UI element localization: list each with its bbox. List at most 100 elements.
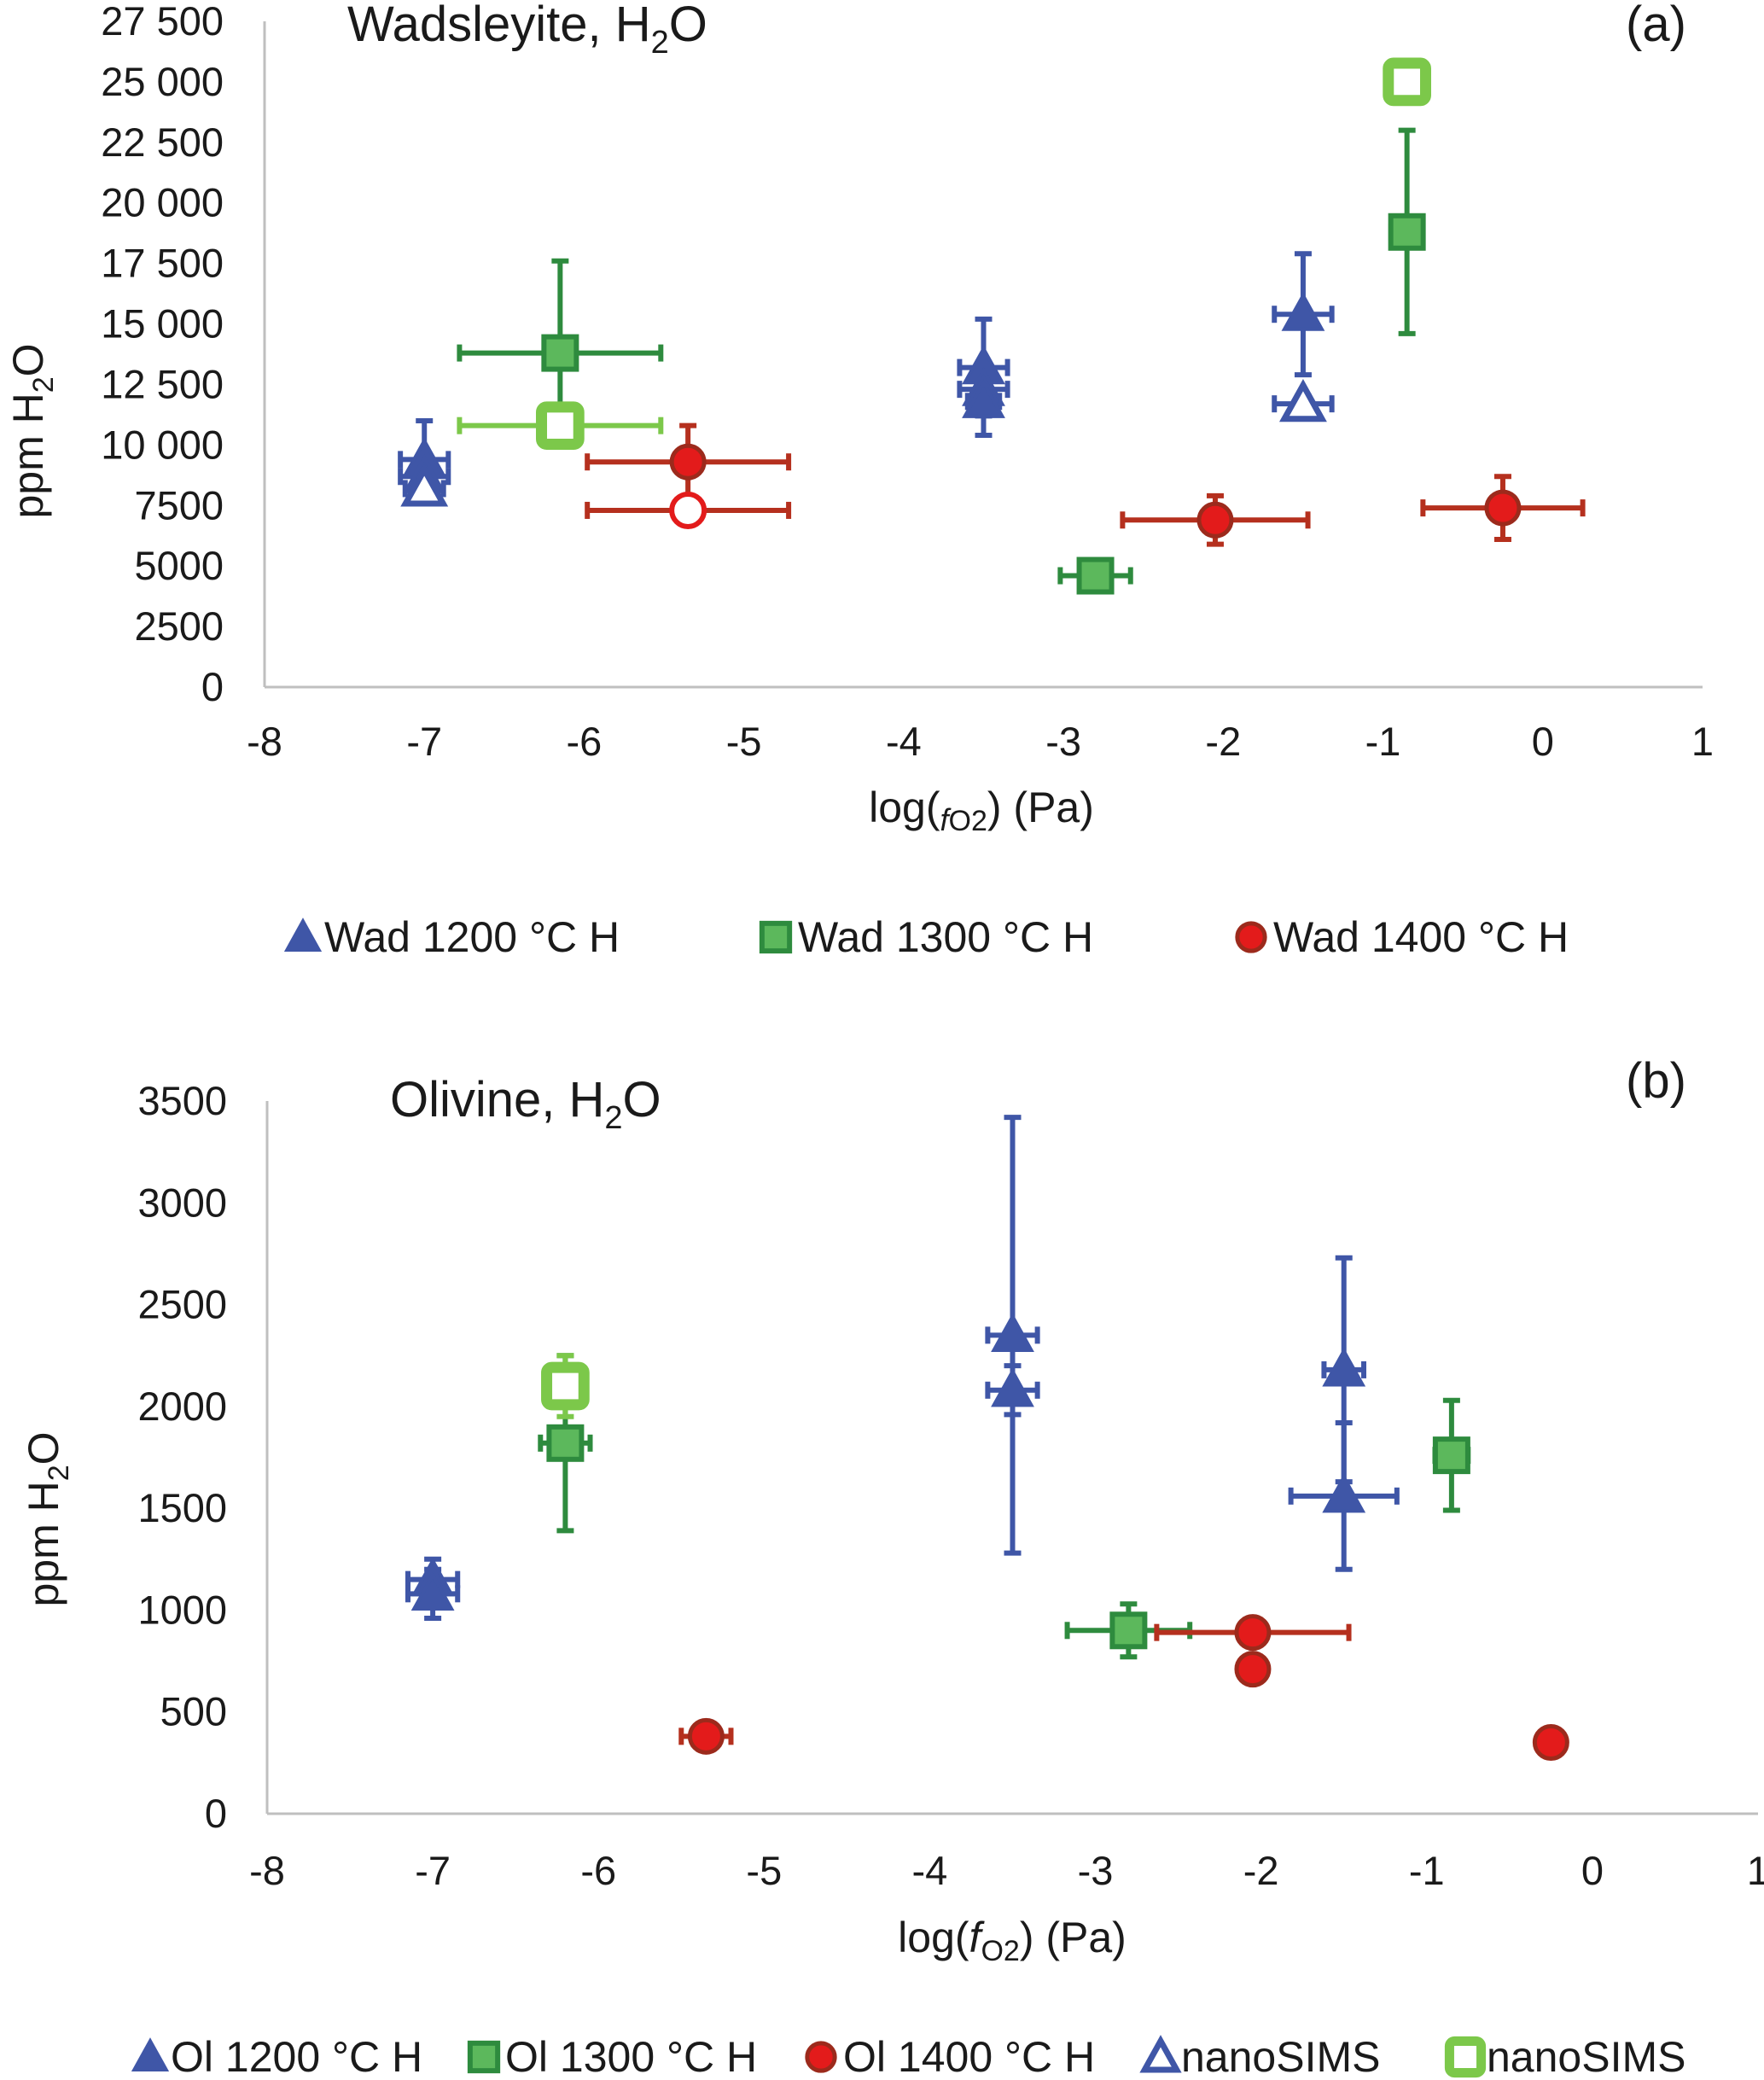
- panel-b: 0 500 1000 1500 2000 2500 3000 3500 -8 -7 -6 -5 -4 -…: [20, 1053, 1764, 2080]
- x-tick-label: -5: [726, 719, 762, 764]
- triangle-marker-shape: [131, 2037, 170, 2071]
- x-tick-label: 0: [1532, 719, 1554, 764]
- panel-a: 0 2500 5000 7500 10 000 12 500 15 000 17 500 20 …: [4, 0, 1714, 961]
- y-tick-label: 15 000: [101, 301, 224, 347]
- open-square-data-point: [1383, 57, 1431, 107]
- y-tick-label: 1500: [137, 1485, 227, 1530]
- y-tick-label: 3000: [137, 1180, 227, 1225]
- panel-b-y-ticks: 0 500 1000 1500 2000 2500 3000 3500: [137, 1078, 227, 1836]
- triangle-data-point: [991, 1367, 1034, 1407]
- panel-a-label: (a): [1626, 0, 1686, 52]
- x-tick-label: -7: [415, 1848, 451, 1893]
- triangle-marker-icon: [283, 918, 323, 952]
- open-square-data-point: [536, 401, 585, 451]
- open-square-marker-icon: [1444, 2036, 1487, 2078]
- panel-a-x-ticks: -8 -7 -6 -5 -4 -3 -2 -1 0 1: [247, 719, 1714, 764]
- circle-data-point: [1196, 501, 1234, 539]
- triangle-data-point: [991, 1313, 1034, 1352]
- triangle-data-point: [1322, 1473, 1366, 1513]
- y-tick-label: 0: [201, 664, 224, 709]
- y-tick-label: 5000: [134, 543, 224, 588]
- square-marker-shape: [759, 920, 793, 954]
- panel-a-legend: Wad 1200 °C H Wad 1300 °C H Wad 1400 °C …: [283, 913, 1569, 961]
- legend-a-item-1: Wad 1300 °C H: [759, 913, 1093, 961]
- y-tick-label: 1000: [137, 1587, 227, 1632]
- x-tick-label: -6: [580, 1848, 616, 1893]
- circle-marker-icon: [1235, 921, 1267, 953]
- legend-b-label-2: Ol 1400 °C H: [843, 2033, 1095, 2080]
- square-marker-shape: [467, 2040, 501, 2074]
- x-tick-label: -4: [886, 719, 922, 764]
- x-tick-label: -7: [406, 719, 442, 764]
- panel-b-y-axis-label: ppm H2O: [20, 1431, 75, 1606]
- panel-a-markers: [400, 57, 1522, 595]
- x-tick-label: 1: [1747, 1848, 1764, 1893]
- legend-a-label-2: Wad 1400 °C H: [1273, 913, 1569, 961]
- x-tick-label: -8: [247, 719, 282, 764]
- panel-a-y-ticks: 0 2500 5000 7500 10 000 12 500 15 000 17 500 20 …: [101, 0, 224, 709]
- triangle-marker-shape: [283, 918, 323, 952]
- legend-a-item-0: Wad 1200 °C H: [283, 913, 620, 961]
- x-tick-label: -8: [249, 1848, 285, 1893]
- y-tick-label: 7500: [134, 482, 224, 527]
- legend-b-label-1: Ol 1300 °C H: [505, 2033, 757, 2080]
- triangle-data-point: [1322, 1347, 1366, 1387]
- y-tick-label: 0: [205, 1791, 227, 1836]
- circle-data-point: [1532, 1724, 1569, 1761]
- circle-data-point: [1234, 1651, 1272, 1688]
- legend-a-label-1: Wad 1300 °C H: [798, 913, 1093, 961]
- legend-b-item-2: Ol 1400 °C H: [805, 2033, 1095, 2080]
- panel-b-label: (b): [1626, 1053, 1686, 1109]
- panel-a-grid-axes: [263, 21, 1703, 689]
- x-tick-label: -6: [567, 719, 603, 764]
- panel-b-markers: [410, 1313, 1569, 1761]
- y-tick-label: 27 500: [101, 0, 224, 44]
- circle-data-point: [687, 1717, 725, 1755]
- triangle-marker-icon: [131, 2037, 170, 2071]
- y-tick-label: 10 000: [101, 422, 224, 467]
- x-tick-label: 1: [1691, 719, 1714, 764]
- open-triangle-marker-icon: [1139, 2035, 1182, 2073]
- square-data-point: [1388, 213, 1426, 251]
- y-tick-label: 3500: [137, 1078, 227, 1123]
- panel-b-title: Olivine, H2O: [390, 1072, 661, 1136]
- x-tick-label: -4: [912, 1848, 948, 1893]
- y-tick-label: 500: [160, 1689, 227, 1734]
- x-tick-label: -2: [1205, 719, 1241, 764]
- legend-a-label-0: Wad 1200 °C H: [324, 913, 620, 961]
- x-tick-label: -2: [1243, 1848, 1279, 1893]
- y-tick-label: 2500: [137, 1282, 227, 1327]
- y-tick-label: 22 500: [101, 119, 224, 165]
- circle-data-point: [1234, 1614, 1272, 1652]
- x-tick-label: -3: [1045, 719, 1081, 764]
- open-triangle-data-point: [1278, 378, 1327, 422]
- legend-b-label-3: nanoSIMS: [1181, 2033, 1380, 2080]
- square-data-point: [541, 334, 579, 372]
- x-tick-label: -1: [1409, 1848, 1445, 1893]
- open-circle-data-point: [669, 491, 707, 529]
- panel-b-x-ticks: -8 -7 -6 -5 -4 -3 -2 -1 0 1: [249, 1848, 1764, 1893]
- triangle-data-point: [410, 1571, 455, 1611]
- y-tick-label: 2500: [134, 603, 224, 649]
- open-triangle-data-point: [400, 463, 449, 507]
- y-tick-label: 20 000: [101, 180, 224, 225]
- legend-b-item-3: nanoSIMS: [1139, 2033, 1380, 2080]
- circle-marker-shape: [1235, 921, 1267, 953]
- square-data-point: [546, 1424, 585, 1462]
- square-data-point: [1109, 1611, 1148, 1650]
- x-tick-label: 0: [1581, 1848, 1604, 1893]
- legend-b-label-4: nanoSIMS: [1487, 2033, 1685, 2080]
- circle-data-point: [669, 443, 707, 481]
- legend-a-item-2: Wad 1400 °C H: [1235, 913, 1569, 961]
- circle-marker-icon: [805, 2041, 837, 2073]
- y-tick-label: 2000: [137, 1384, 227, 1429]
- square-data-point: [1076, 556, 1115, 595]
- legend-b-item-0: Ol 1200 °C H: [131, 2033, 422, 2080]
- panel-a-title: Wadsleyite, H2O: [347, 0, 707, 61]
- triangle-data-point: [962, 379, 1005, 418]
- open-square-data-point: [541, 1361, 590, 1411]
- open-triangle-marker-shape: [1139, 2035, 1182, 2073]
- x-tick-label: -5: [746, 1848, 782, 1893]
- panel-a-x-axis-label: log(fO2) (Pa): [869, 784, 1094, 837]
